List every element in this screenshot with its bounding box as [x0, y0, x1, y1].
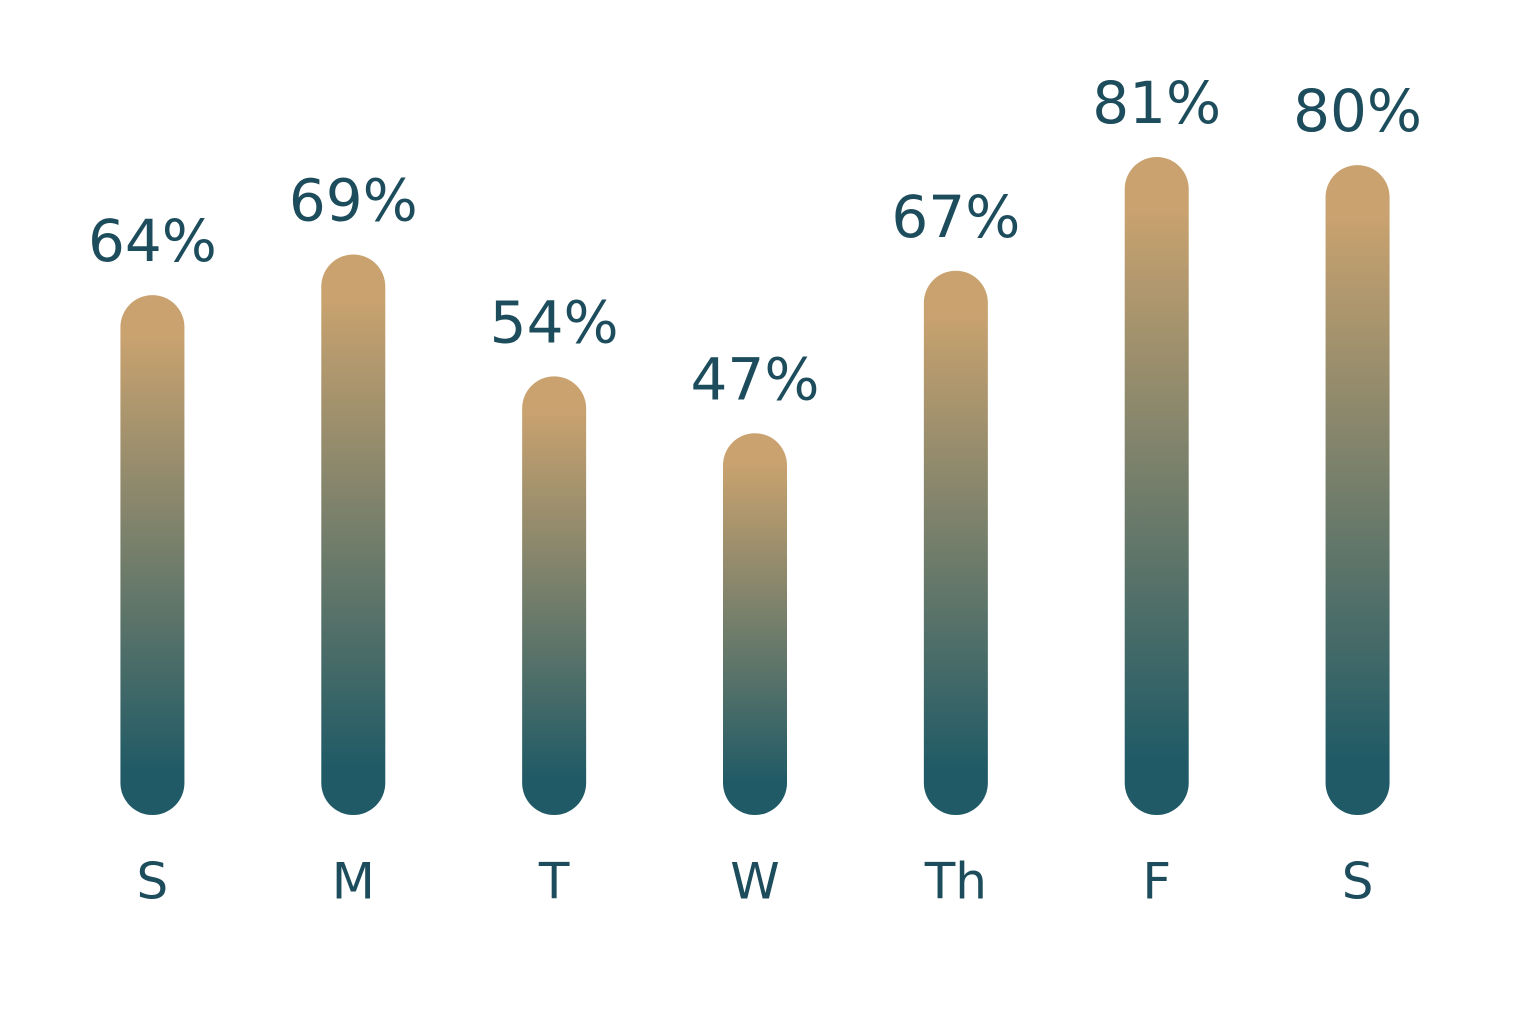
category-label: M [332, 853, 375, 911]
category-label: T [538, 853, 570, 911]
bar [120, 295, 185, 815]
value-label: 67% [891, 183, 1020, 251]
bar [723, 433, 787, 815]
category-label: Th [924, 853, 987, 911]
bar [1325, 165, 1390, 815]
value-label: 54% [490, 288, 619, 356]
value-label: 47% [691, 345, 820, 413]
category-label: S [137, 853, 169, 911]
bar [1124, 157, 1189, 815]
bar [522, 376, 587, 815]
value-label: 69% [289, 167, 418, 235]
category-label: F [1142, 853, 1171, 911]
value-label: 81% [1092, 69, 1221, 137]
category-label: S [1342, 853, 1374, 911]
value-label: 80% [1293, 77, 1422, 145]
value-label: 64% [88, 207, 217, 275]
bar [321, 254, 386, 816]
category-label: W [730, 853, 779, 911]
bar [923, 270, 988, 815]
